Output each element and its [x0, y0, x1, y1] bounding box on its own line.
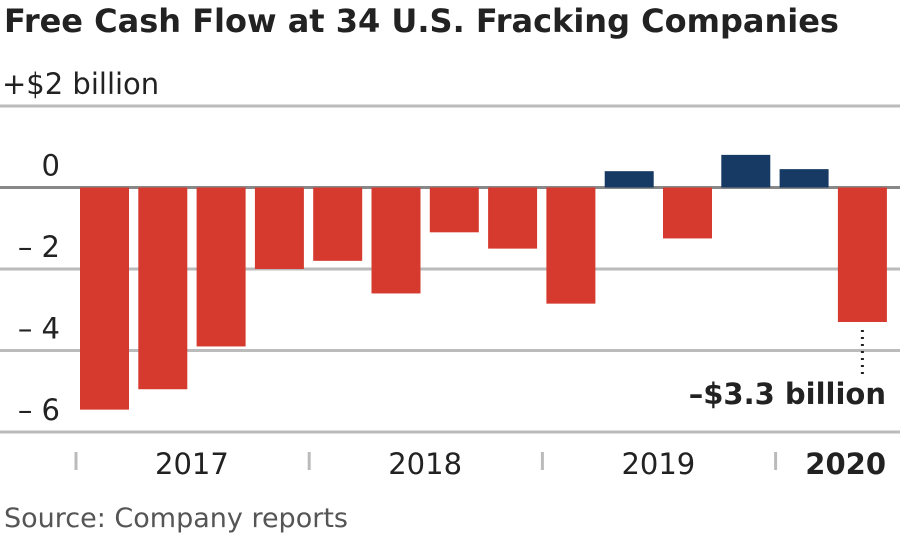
bar [313, 187, 363, 261]
annotation: –$3.3 billion [689, 377, 886, 411]
x-tick-label: 2019 [621, 447, 695, 481]
bar [371, 187, 421, 294]
source: Source: Company reports [4, 503, 348, 534]
bar [80, 187, 129, 410]
x-tick-label: 2018 [388, 447, 462, 481]
bar [837, 187, 887, 322]
y-tick-label: 0 [42, 148, 60, 182]
chart-title: Free Cash Flow at 34 U.S. Fracking Compa… [4, 2, 839, 40]
bar [196, 187, 246, 347]
bar [488, 187, 538, 249]
bar [663, 187, 712, 239]
bar [254, 187, 304, 269]
x-tick-label: 2017 [155, 447, 229, 481]
x-tick-label: 2020 [805, 447, 886, 481]
y-tick-label: – 4 [18, 312, 60, 346]
y-tick-label: +$2 billion [2, 67, 159, 101]
bar [546, 187, 596, 304]
bar [604, 171, 654, 188]
bar [779, 169, 829, 188]
bar [721, 154, 771, 188]
bar [138, 187, 188, 390]
bar [429, 187, 479, 233]
y-tick-label: – 2 [18, 230, 60, 264]
y-tick-label: – 6 [18, 393, 60, 427]
